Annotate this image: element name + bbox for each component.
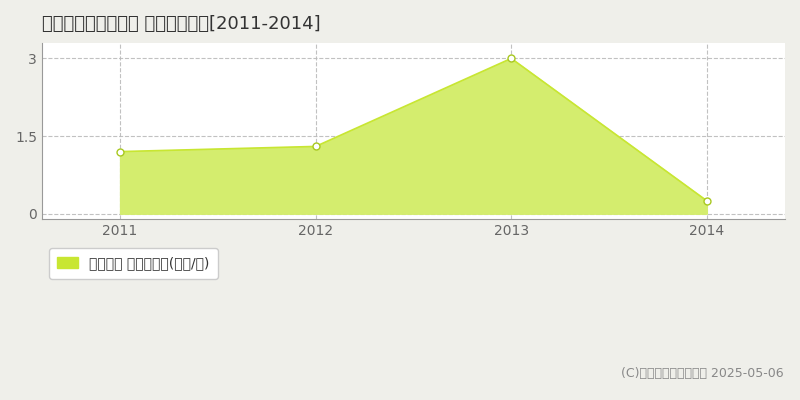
Text: 佐用郡佐用町小赤松 土地価格推移[2011-2014]: 佐用郡佐用町小赤松 土地価格推移[2011-2014] [42, 15, 321, 33]
Legend: 土地価格 平均坪単価(万円/坪): 土地価格 平均坪単価(万円/坪) [49, 248, 218, 279]
Text: (C)土地価格ドットコム 2025-05-06: (C)土地価格ドットコム 2025-05-06 [622, 367, 784, 380]
Point [700, 198, 713, 204]
Point [114, 148, 126, 155]
Point [505, 55, 518, 62]
Point [310, 143, 322, 150]
